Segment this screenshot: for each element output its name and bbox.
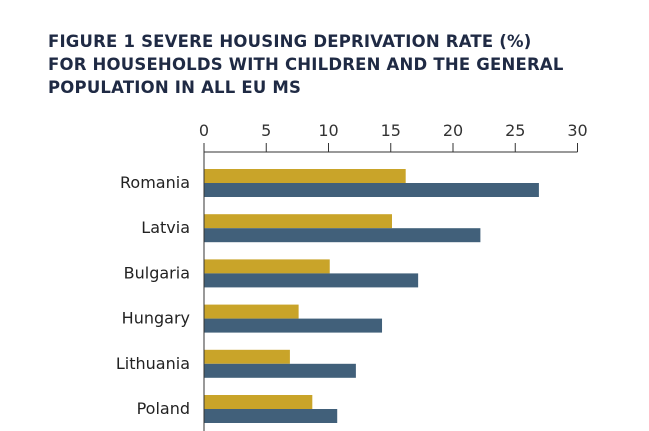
bar <box>204 363 356 378</box>
bar <box>204 318 383 333</box>
bar-group <box>204 169 539 423</box>
x-tick-label: 10 <box>318 121 338 140</box>
bar <box>204 273 419 288</box>
category-label: Poland <box>137 399 190 418</box>
bar <box>204 228 481 243</box>
bar <box>204 183 539 197</box>
x-tick-label: 25 <box>505 121 525 140</box>
chart-title-line-3: POPULATION IN ALL EU MS <box>48 78 302 97</box>
category-label: Latvia <box>141 218 190 237</box>
bar <box>204 304 299 319</box>
x-tick-label: 5 <box>261 121 271 140</box>
x-tick-label: 15 <box>381 121 401 140</box>
chart-title: FIGURE 1 SEVERE HOUSING DEPRIVATION RATE… <box>48 30 638 99</box>
bar <box>204 349 290 364</box>
category-label: Romania <box>120 173 190 192</box>
bar <box>204 214 392 229</box>
category-label: Bulgaria <box>124 263 190 282</box>
x-tick-label: 30 <box>567 121 587 140</box>
category-label: Hungary <box>122 309 190 328</box>
category-label: Lithuania <box>116 354 190 373</box>
x-axis: 0 5 10 15 20 25 30 <box>199 121 588 153</box>
bar <box>204 169 406 183</box>
bar <box>204 259 330 274</box>
chart-title-line-2: FOR HOUSEHOLDS WITH CHILDREN AND THE GEN… <box>48 55 564 74</box>
chart-title-line-1: FIGURE 1 SEVERE HOUSING DEPRIVATION RATE… <box>48 32 532 51</box>
bar <box>204 395 313 409</box>
x-tick-label: 0 <box>199 121 209 140</box>
x-tick-label: 20 <box>443 121 463 140</box>
category-labels: Romania Latvia Bulgaria Hungary Lithuania Pol… <box>116 173 190 418</box>
bar <box>204 409 338 423</box>
